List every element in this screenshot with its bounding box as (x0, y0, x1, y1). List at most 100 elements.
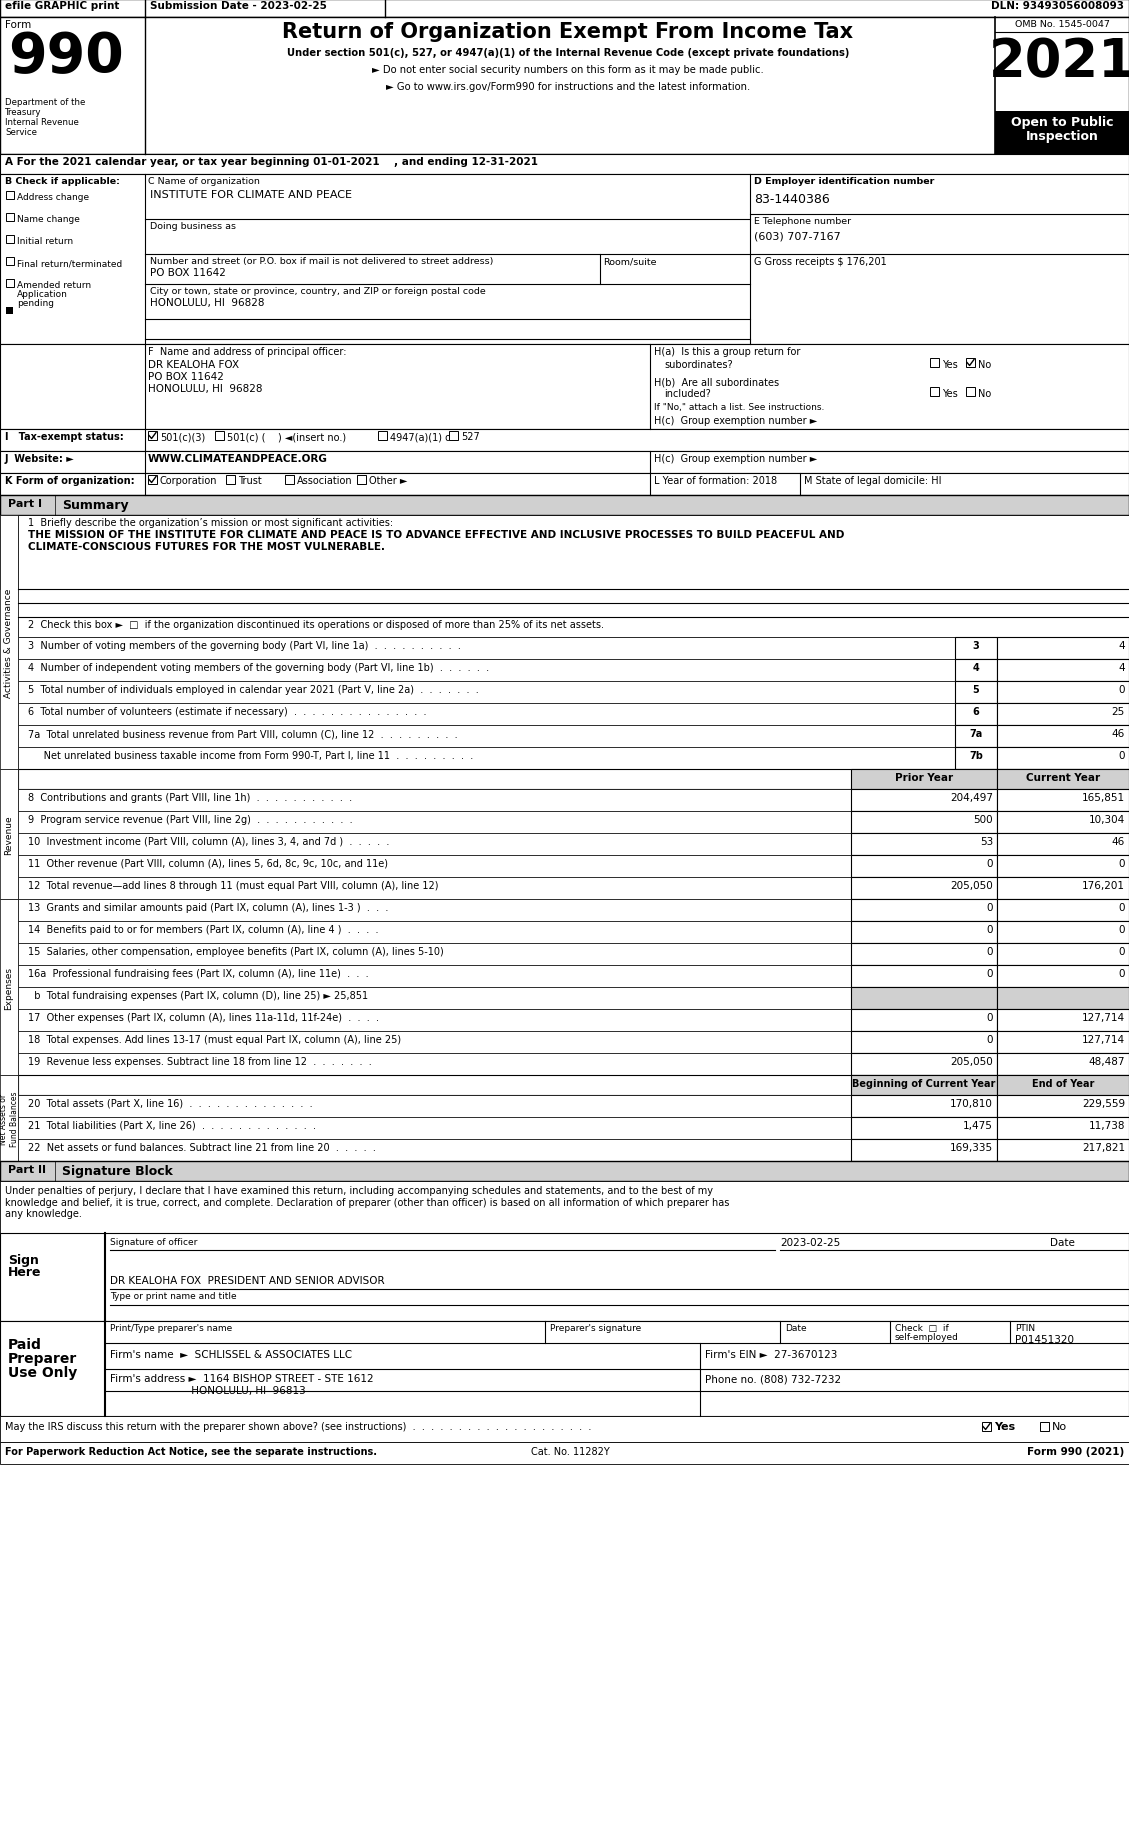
Text: 4947(a)(1) or: 4947(a)(1) or (390, 432, 455, 441)
Bar (18, 1032, 1129, 1054)
Text: 0: 0 (1119, 858, 1124, 869)
Bar (148, 432, 157, 441)
Text: 11,738: 11,738 (1088, 1120, 1124, 1131)
Bar (6, 258, 14, 265)
Text: OMB No. 1545-0047: OMB No. 1545-0047 (1015, 20, 1110, 29)
Bar (18, 516, 1129, 589)
Text: City or town, state or province, country, and ZIP or foreign postal code: City or town, state or province, country… (150, 287, 485, 296)
Text: 48,487: 48,487 (1088, 1056, 1124, 1067)
Text: Address change: Address change (17, 192, 89, 201)
Bar (997, 1096, 1129, 1118)
Bar (18, 1096, 1129, 1118)
Bar (0, 344, 1129, 430)
Text: Form: Form (5, 20, 32, 29)
Text: 6  Total number of volunteers (estimate if necessary)  .  .  .  .  .  .  .  .  .: 6 Total number of volunteers (estimate i… (28, 706, 427, 717)
Bar (226, 476, 235, 485)
Text: HONOLULU, HI  96828: HONOLULU, HI 96828 (148, 384, 263, 393)
Bar (0, 516, 18, 770)
Bar (0, 1442, 1129, 1464)
Bar (6, 280, 14, 287)
Text: 2021: 2021 (989, 37, 1129, 88)
Bar (955, 703, 997, 727)
Text: Form 990 (2021): Form 990 (2021) (1026, 1446, 1124, 1457)
Text: K Form of organization:: K Form of organization: (5, 476, 134, 485)
Text: PTIN: PTIN (1015, 1323, 1035, 1332)
Text: Initial return: Initial return (17, 236, 73, 245)
Text: Use Only: Use Only (8, 1365, 77, 1380)
Bar (18, 619, 1129, 637)
Text: Treasury: Treasury (5, 108, 42, 117)
Text: H(c)  Group exemption number ►: H(c) Group exemption number ► (654, 454, 817, 463)
Bar (997, 988, 1129, 1010)
Bar (18, 1054, 1129, 1076)
Text: 5  Total number of individuals employed in calendar year 2021 (Part V, line 2a) : 5 Total number of individuals employed i… (28, 684, 479, 695)
Text: Other ►: Other ► (369, 476, 408, 485)
Text: Yes: Yes (994, 1422, 1015, 1431)
Bar (0, 1162, 1129, 1182)
Text: Paid: Paid (8, 1338, 42, 1351)
Text: Association: Association (297, 476, 352, 485)
Text: Firm's EIN ►  27-3670123: Firm's EIN ► 27-3670123 (704, 1349, 838, 1360)
Bar (285, 476, 294, 485)
Text: (603) 707-7167: (603) 707-7167 (754, 231, 841, 242)
Text: Yes: Yes (942, 388, 957, 399)
Text: 0: 0 (987, 946, 994, 957)
Text: 127,714: 127,714 (1082, 1012, 1124, 1023)
Bar (18, 811, 1129, 833)
Text: 0: 0 (987, 968, 994, 979)
Text: 204,497: 204,497 (949, 792, 994, 803)
Text: 2  Check this box ►  □  if the organization discontinued its operations or dispo: 2 Check this box ► □ if the organization… (28, 620, 604, 630)
Text: 0: 0 (1119, 946, 1124, 957)
Text: B Check if applicable:: B Check if applicable: (5, 178, 120, 187)
Bar (997, 1010, 1129, 1032)
Text: Activities & Governance: Activities & Governance (5, 587, 14, 697)
Text: Phone no. (808) 732-7232: Phone no. (808) 732-7232 (704, 1372, 841, 1383)
Text: 20  Total assets (Part X, line 16)  .  .  .  .  .  .  .  .  .  .  .  .  .  .: 20 Total assets (Part X, line 16) . . . … (28, 1098, 313, 1109)
Bar (997, 856, 1129, 878)
Text: No: No (1052, 1422, 1067, 1431)
Bar (851, 878, 997, 900)
Text: subordinates?: subordinates? (664, 361, 733, 370)
Text: M State of legal domicile: HI: M State of legal domicile: HI (804, 476, 942, 485)
Text: I   Tax-exempt status:: I Tax-exempt status: (5, 432, 124, 441)
Text: H(c)  Group exemption number ►: H(c) Group exemption number ► (654, 415, 817, 426)
Text: G Gross receipts $ 176,201: G Gross receipts $ 176,201 (754, 256, 886, 267)
Bar (18, 944, 1129, 966)
Text: 14  Benefits paid to or for members (Part IX, column (A), line 4 )  .  .  .  .: 14 Benefits paid to or for members (Part… (28, 924, 378, 935)
Bar (851, 789, 997, 811)
Text: CLIMATE-CONSCIOUS FUTURES FOR THE MOST VULNERABLE.: CLIMATE-CONSCIOUS FUTURES FOR THE MOST V… (28, 542, 385, 551)
Bar (955, 637, 997, 659)
Text: HONOLULU, HI  96813: HONOLULU, HI 96813 (110, 1385, 306, 1394)
Bar (18, 604, 1129, 619)
Bar (0, 900, 18, 1076)
Bar (18, 703, 1129, 727)
Text: 527: 527 (461, 432, 480, 441)
Bar (0, 176, 1129, 344)
Text: 53: 53 (980, 836, 994, 847)
Text: 21  Total liabilities (Part X, line 26)  .  .  .  .  .  .  .  .  .  .  .  .  .: 21 Total liabilities (Part X, line 26) .… (28, 1120, 316, 1131)
Bar (851, 944, 997, 966)
Text: DR KEALOHA FOX  PRESIDENT AND SENIOR ADVISOR: DR KEALOHA FOX PRESIDENT AND SENIOR ADVI… (110, 1276, 385, 1285)
Bar (997, 703, 1129, 727)
Text: 25: 25 (1112, 706, 1124, 717)
Text: 205,050: 205,050 (951, 880, 994, 891)
Bar (851, 1118, 997, 1140)
Text: Part II: Part II (8, 1164, 46, 1175)
Bar (995, 112, 1129, 156)
Text: Date: Date (1050, 1237, 1075, 1248)
Text: THE MISSION OF THE INSTITUTE FOR CLIMATE AND PEACE IS TO ADVANCE EFFECTIVE AND I: THE MISSION OF THE INSTITUTE FOR CLIMATE… (28, 529, 844, 540)
Text: Type or print name and title: Type or print name and title (110, 1292, 237, 1301)
Bar (997, 748, 1129, 770)
Text: Firm's address ►  1164 BISHOP STREET - STE 1612: Firm's address ► 1164 BISHOP STREET - ST… (110, 1372, 374, 1383)
Text: 10,304: 10,304 (1088, 814, 1124, 825)
Text: 0: 0 (987, 858, 994, 869)
Bar (0, 516, 18, 589)
Bar (955, 659, 997, 681)
Text: 15  Salaries, other compensation, employee benefits (Part IX, column (A), lines : 15 Salaries, other compensation, employe… (28, 946, 444, 957)
Text: Under penalties of perjury, I declare that I have examined this return, includin: Under penalties of perjury, I declare th… (5, 1186, 729, 1219)
Text: Room/suite: Room/suite (603, 256, 656, 265)
Bar (997, 1076, 1129, 1096)
Text: pending: pending (17, 298, 54, 307)
Bar (0, 156, 1129, 176)
Text: 4  Number of independent voting members of the governing body (Part VI, line 1b): 4 Number of independent voting members o… (28, 662, 489, 673)
